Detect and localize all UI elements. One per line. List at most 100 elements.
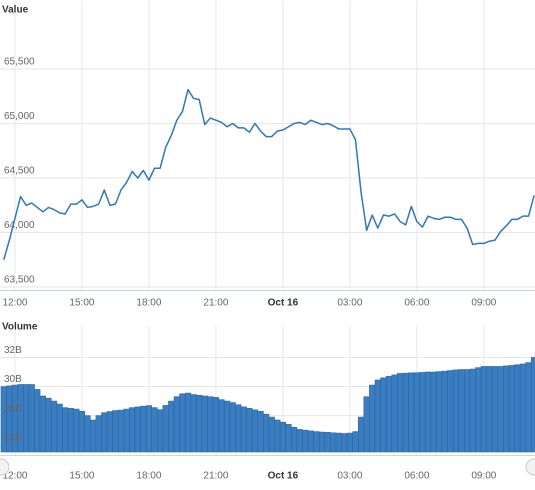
volume-bar xyxy=(508,365,515,453)
volume-bar xyxy=(458,369,465,453)
volume-bar xyxy=(436,371,443,453)
volume-bar xyxy=(385,376,393,453)
y-tick-label: 65,500 xyxy=(4,57,35,68)
volume-bar xyxy=(318,431,326,453)
volume-bar xyxy=(402,372,409,453)
y-tick-label: 32B xyxy=(4,345,22,356)
volume-bar xyxy=(95,415,102,453)
value-line xyxy=(3,88,535,260)
volume-bar xyxy=(168,400,175,453)
volume-bar xyxy=(335,432,342,453)
volume-bar xyxy=(67,408,74,453)
volume-bar xyxy=(419,372,426,453)
x-tick-label: 12:00 xyxy=(2,471,27,482)
y-tick-label: 64,000 xyxy=(4,220,35,231)
x-tick-label: 09:00 xyxy=(471,471,496,482)
volume-bar xyxy=(179,393,186,453)
volume-bar xyxy=(497,366,504,453)
volume-bar xyxy=(290,426,298,453)
volume-bar xyxy=(413,372,420,453)
x-tick-label: 18:00 xyxy=(136,471,161,482)
volume-bar xyxy=(341,433,348,453)
volume-bar xyxy=(374,379,381,453)
volume-bar xyxy=(184,392,192,453)
volume-bar xyxy=(313,431,320,453)
volume-bar xyxy=(525,362,532,453)
volume-bar xyxy=(452,369,460,453)
volume-bar xyxy=(531,357,535,453)
y-tick-label: 28B xyxy=(4,403,22,414)
x-tick-label: 15:00 xyxy=(69,298,94,309)
volume-bar xyxy=(190,394,197,453)
x-tick-label: 12:00 xyxy=(2,298,27,309)
volume-bar xyxy=(246,408,253,453)
volume-bar xyxy=(39,395,46,453)
volume-bar xyxy=(151,407,158,453)
volume-bar xyxy=(129,407,136,453)
y-tick-label: 63,500 xyxy=(4,275,35,286)
volume-bar xyxy=(430,371,437,453)
y-tick-label: 26B xyxy=(4,432,22,443)
volume-bar xyxy=(503,365,510,453)
volume-bar xyxy=(218,399,225,453)
volume-bar xyxy=(363,396,370,453)
x-tick-label: 03:00 xyxy=(337,298,362,309)
volume-bar xyxy=(480,366,487,453)
volume-bar xyxy=(123,408,130,453)
volume-bar xyxy=(330,432,337,453)
volume-bar xyxy=(464,369,471,453)
volume-bar xyxy=(408,372,415,453)
volume-bar xyxy=(369,384,376,453)
volume-bar xyxy=(357,416,365,453)
volume-bar xyxy=(45,397,52,453)
volume-bar xyxy=(391,374,398,453)
volume-bar xyxy=(101,412,108,453)
volume-bar xyxy=(475,367,482,453)
y-tick-label: 30B xyxy=(4,374,22,385)
volume-bar xyxy=(491,366,499,453)
volume-bar xyxy=(514,364,521,453)
volume-bar xyxy=(257,410,264,453)
volume-bar xyxy=(196,394,203,453)
volume-bar xyxy=(162,405,169,453)
x-tick-label: 21:00 xyxy=(203,471,228,482)
volume-bar xyxy=(90,419,97,453)
y-tick-label: 64,500 xyxy=(4,166,35,177)
scroll-handle[interactable] xyxy=(525,458,535,476)
x-tick-label: 09:00 xyxy=(471,298,496,309)
volume-bar xyxy=(324,432,331,453)
volume-bar xyxy=(23,384,30,453)
volume-bar xyxy=(212,397,220,453)
volume-bar xyxy=(235,404,242,453)
volume-bar xyxy=(84,415,91,453)
x-tick-label: 21:00 xyxy=(203,298,228,309)
y-tick-label: 65,000 xyxy=(4,111,35,122)
scroll-handle[interactable] xyxy=(0,458,10,476)
volume-bar xyxy=(240,406,247,453)
volume-bar xyxy=(296,429,303,453)
volume-bar xyxy=(50,400,58,453)
volume-bar xyxy=(486,366,493,453)
volume-bar xyxy=(352,431,359,453)
volume-bar xyxy=(223,400,231,453)
x-tick-label: Oct 16 xyxy=(268,471,299,482)
chart-title: Value xyxy=(2,5,29,16)
volume-bar xyxy=(380,377,387,453)
volume-bar xyxy=(62,407,69,453)
volume-bar xyxy=(173,396,180,453)
volume-bar xyxy=(112,410,119,453)
volume-bar xyxy=(157,409,164,453)
volume-bar xyxy=(34,389,41,453)
volume-bar xyxy=(346,432,353,453)
volume-bar xyxy=(397,373,404,453)
volume-bar xyxy=(285,424,292,453)
volume-bar xyxy=(207,396,214,453)
volume-bar xyxy=(117,409,125,453)
volume-bar xyxy=(229,402,236,453)
x-tick-label: 18:00 xyxy=(136,298,161,309)
volume-bar xyxy=(447,370,454,453)
volume-bar xyxy=(469,368,476,453)
volume-bar xyxy=(263,413,270,453)
volume-bar xyxy=(307,430,314,453)
